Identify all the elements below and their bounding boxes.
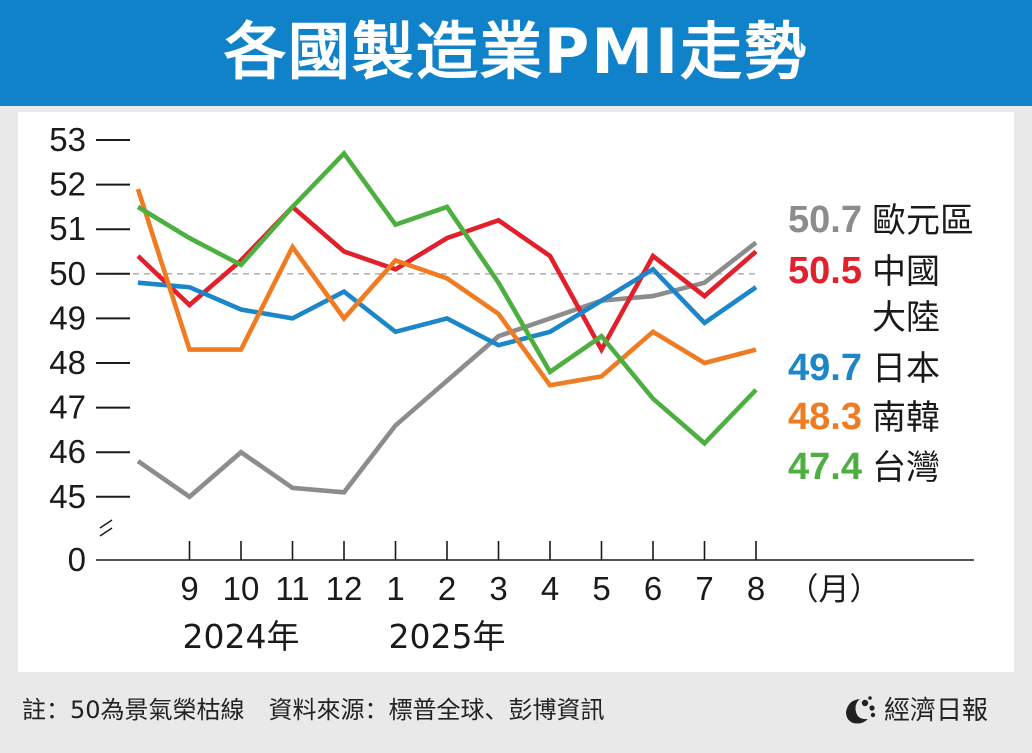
x-tick-label: 11 [275,570,309,607]
brand: 經濟日報 [842,690,988,727]
chart-title: 各國製造業PMI走勢 [223,15,809,88]
x-tick-label: 5 [592,570,610,607]
x-tick-label: 6 [644,570,662,607]
x-unit-label: （月） [788,572,881,608]
legend-value: 50.7 [788,199,862,241]
series-line [136,240,758,500]
x-tick-label: 1 [386,570,404,607]
axis-break-mark [99,527,113,537]
y-tick-label: 53 [49,121,86,158]
series-line [135,188,757,388]
legend-name: 日本 [872,349,940,389]
legend-name: 台灣 [872,448,940,488]
axis-break-mark [99,519,113,529]
x-tick-label: 4 [541,570,559,607]
x-tick-label: 2 [438,570,456,607]
year-label: 2025年 [389,617,506,656]
y-tick-label: 52 [49,166,86,203]
news-logo-icon [845,695,876,723]
x-tick-label: 3 [489,570,507,607]
legend-name: 中國 [872,252,940,292]
series-line [137,266,758,348]
y-tick-label: 51 [49,210,86,247]
legend-value: 50.5 [788,250,862,292]
y-tick-label: 48 [49,344,86,381]
x-tick-label: 12 [326,570,363,607]
year-label: 2024年 [183,617,300,656]
legend-value: 48.3 [788,396,862,438]
x-tick-label: 9 [180,570,198,607]
x-tick-label: 10 [223,570,260,607]
y-tick-label: 49 [49,299,86,336]
y-tick-label: 46 [49,433,86,470]
y-tick-label: 0 [68,541,86,578]
x-tick-label: 7 [695,570,713,607]
title-banner: 各國製造業PMI走勢 [0,0,1032,106]
chart-panel [18,112,1014,672]
source-note: 註：50為景氣榮枯線 資料來源：標普全球、彭博資訊 [22,696,605,724]
legend-name: 歐元區 [872,201,974,241]
x-tick-label: 8 [747,570,765,607]
series-line [136,203,758,355]
y-tick-label: 50 [49,255,86,292]
legend-name: 南韓 [872,398,940,438]
series-line [136,149,758,447]
legend-value: 49.7 [788,347,862,389]
brand-name: 經濟日報 [883,696,988,726]
legend-name: 大陸 [872,298,940,338]
y-tick-label: 45 [49,478,86,515]
legend-value: 47.4 [788,446,862,488]
y-tick-label: 47 [49,389,86,426]
